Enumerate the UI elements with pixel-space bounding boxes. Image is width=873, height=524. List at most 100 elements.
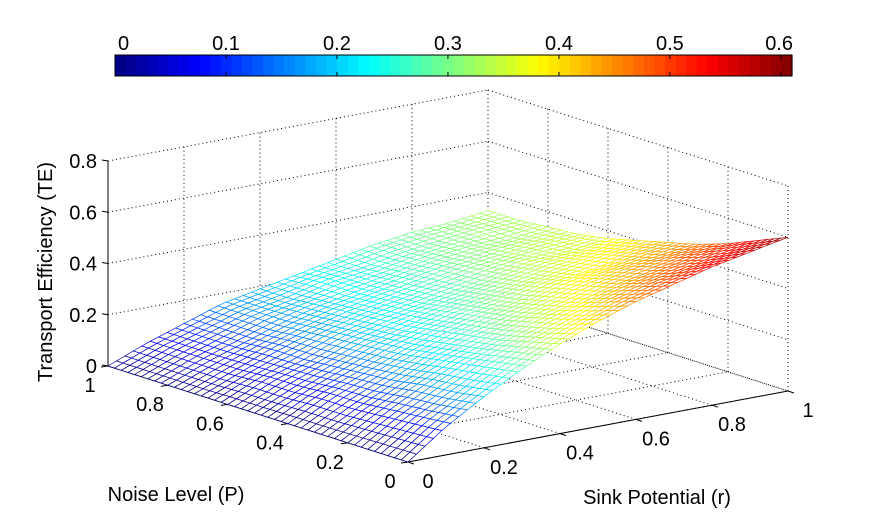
colorbar-swatch [442,55,455,76]
colorbar-swatch [220,55,232,76]
colorbar-swatch [294,55,307,76]
colorbar-swatch [474,55,486,76]
colorbar-swatch [749,55,761,76]
floor-grid-line [411,308,713,406]
colorbar-swatch [273,55,285,76]
colorbar-swatch [326,55,338,76]
z-tick-label: 0.4 [69,254,97,276]
colorbar-swatch [485,55,497,76]
x-tick [483,447,491,451]
x-tick-label: 1 [802,400,813,422]
colorbar-swatch [569,55,582,76]
y-tick [400,461,409,464]
colorbar-swatch [390,55,402,76]
colorbar-swatch [136,55,148,76]
floor-grid-line [487,294,789,392]
x-tick-label: 0.6 [642,428,670,450]
y-tick [280,423,289,426]
z-tick-label: 0 [86,356,97,378]
colorbar-swatch [516,55,529,76]
colorbar-swatch [696,55,708,76]
y-axis-label: Noise Level (P) [108,484,245,506]
y-tick [340,442,349,445]
colorbar-swatch [263,55,275,76]
colorbar-swatch [622,55,634,76]
colorbar-swatch [464,55,476,76]
colorbar-swatch [665,55,677,76]
z-tick [101,364,109,367]
x-tick-label: 0.4 [566,443,594,465]
wall-grid-line [107,140,489,213]
colorbar-swatch [305,55,317,76]
y-tick-label: 0.2 [316,452,344,474]
x-tick [711,404,719,408]
colorbar-swatch [728,55,740,76]
z-axis-label: Transport Efficiency (TE) [35,162,57,382]
surface-mesh [107,210,789,463]
z-tick [101,313,109,316]
colorbar-swatch [368,55,381,76]
x-tick [559,433,567,437]
wall-grid-line [487,140,789,238]
colorbar-swatch [453,55,465,76]
colorbar-swatch [538,55,550,76]
colorbar-swatch [633,55,645,76]
colorbar-swatch [284,55,296,76]
colorbar-tick-label: 0.5 [656,33,684,55]
colorbar-swatch [189,55,201,76]
colorbar-swatch [495,55,507,76]
colorbar-swatch [337,55,349,76]
colorbar-swatch [739,55,751,76]
floor-grid-line [259,337,561,435]
colorbar-swatch [591,55,603,76]
x-tick-label: 0.2 [490,457,518,479]
colorbar-swatch [157,55,169,76]
colorbar-swatch [770,55,783,76]
colorbar-swatch [379,55,391,76]
colorbar-swatch [654,55,666,76]
x-axis-label: Sink Potential (r) [583,487,731,509]
colorbar-swatch [548,55,560,76]
colorbar-frame [114,54,793,77]
colorbar-swatch [506,55,518,76]
wall-grid-line [107,243,489,316]
y-tick-label: 1 [84,375,95,397]
colorbar-swatch [686,55,698,76]
y-tick-label: 0 [384,471,395,493]
colorbar-swatch [527,55,539,76]
wall-grid-line [487,89,789,187]
wall-grid-line [107,89,489,162]
colorbar-tick-label: 0.4 [545,33,573,55]
colorbar-tick-labels: 0 0.1 0.2 0.3 0.4 0.5 0.6 [118,33,793,55]
colorbar-tick-label: 0 [118,33,129,55]
colorbar-swatch [675,55,687,76]
colorbar-swatch [707,55,719,76]
z-tick-label: 0.2 [69,305,97,327]
colorbar-swatch [612,55,624,76]
y-tick [220,403,229,406]
z-tick [101,210,109,213]
colorbar-tick-label: 0.6 [765,33,793,55]
colorbar-swatch [241,55,254,76]
y-tick-label: 0.8 [136,394,164,416]
colorbar-swatch [432,55,444,76]
colorbar-swatch [601,55,613,76]
colorbar-tick-label: 0.1 [212,33,240,55]
colorbar-swatch [252,55,264,76]
z-tick-label: 0.8 [69,151,97,173]
x-axis-line [407,390,789,463]
z-tick [101,159,109,162]
z-tick-label: 0.6 [69,202,97,224]
colorbar-swatch [167,55,180,76]
y-tick [160,384,169,387]
wall-grid-line [487,192,789,289]
z-tick [101,262,109,264]
colorbar-swatch [231,55,243,76]
colorbar-tick-label: 0.2 [323,33,351,55]
colorbar-swatch [760,55,772,76]
colorbar-swatch [146,55,158,76]
x-tick [787,390,795,394]
colorbar-swatch [358,55,370,76]
colorbar-swatch [199,55,211,76]
